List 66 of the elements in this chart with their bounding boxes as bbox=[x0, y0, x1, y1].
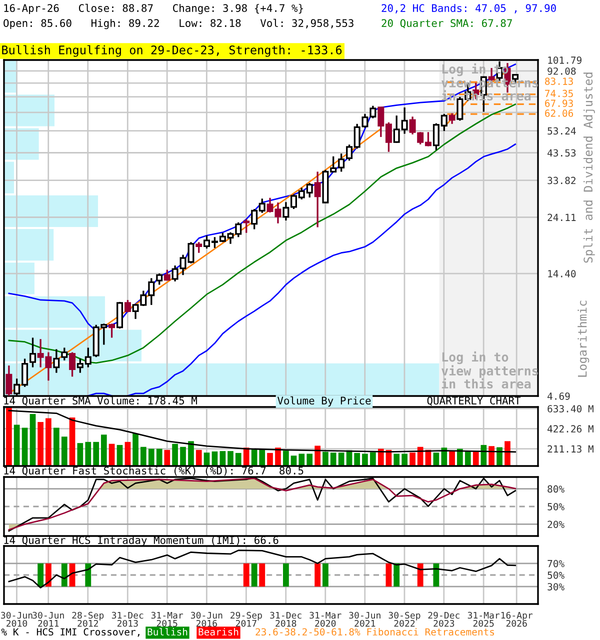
text: Volume By Price bbox=[277, 396, 371, 407]
y-tick-label: 30% bbox=[548, 583, 564, 590]
chart-subtitle: Open: 85.60 High: 89.22 Low: 82.18 Vol: 32,958,553 bbox=[4, 18, 354, 30]
y-tick-label: 422.26 M bbox=[548, 425, 594, 433]
candlestick bbox=[196, 241, 202, 254]
y-tick-label: 92.08 bbox=[548, 67, 576, 75]
ref-line-label: 83.13 bbox=[545, 78, 573, 85]
candlestick bbox=[69, 351, 76, 378]
ref-line-label: 67.93 bbox=[545, 100, 573, 108]
text: QUARTERLY CHART bbox=[427, 396, 521, 406]
y-tick-label: 33.82 bbox=[548, 176, 576, 184]
y-tick-label: 101.79 bbox=[548, 56, 582, 64]
y-tick-label: 50% bbox=[548, 503, 564, 510]
text: 20,2 HC Bands: 47.05 , 97.90 bbox=[382, 4, 556, 14]
y-axis-title: Split and Dividend Adjusted bbox=[583, 72, 595, 263]
x-tick-label: 30-Sep 2022 bbox=[388, 612, 420, 627]
x-tick-label: 30-Jun 2010 bbox=[1, 612, 32, 627]
legend-title: % K - HCS IMI Crossover, bbox=[1, 628, 140, 637]
text: Bullish Engulfing on 29-Dec-23, Strength: -133.6 bbox=[2, 45, 342, 57]
x-tick-label: 29-Dec 2023 bbox=[428, 612, 460, 627]
candlestick bbox=[448, 112, 456, 125]
candlestick bbox=[124, 299, 131, 314]
candlestick bbox=[314, 170, 321, 228]
candlestick bbox=[61, 346, 68, 362]
x-tick-label: 28-Sep 2012 bbox=[72, 612, 104, 627]
x-tick-label: 31-Mar 2025 bbox=[468, 612, 500, 627]
text: Bullish bbox=[148, 628, 188, 636]
y-tick-label: 14.40 bbox=[548, 270, 576, 278]
y-tick-label: 43.53 bbox=[548, 149, 576, 157]
chart-title: 16-Apr-26 Close: 88.87 Change: 3.98 {+4.7 %} bbox=[4, 4, 303, 14]
y-tick-label: 80% bbox=[548, 485, 564, 493]
x-tick-label: 30-Jun 2021 bbox=[349, 612, 380, 627]
text: Bearish bbox=[198, 628, 238, 636]
line-series bbox=[8, 550, 516, 588]
candlestick bbox=[6, 364, 12, 396]
text: 23.6-38.2-50-61.8% Fibonacci Retracements bbox=[256, 628, 494, 636]
bar bbox=[4, 296, 105, 328]
candlestick bbox=[243, 218, 250, 234]
y-tick-label: 24.11 bbox=[548, 214, 576, 221]
candlestick bbox=[30, 336, 36, 368]
ref-line-label: 74.35 bbox=[545, 90, 573, 98]
bar bbox=[4, 229, 54, 261]
x-tick-label: 31-Dec 2018 bbox=[270, 612, 302, 627]
y-tick-label: 50% bbox=[548, 572, 564, 579]
y-tick-label: 211.13 M bbox=[548, 445, 594, 453]
y-tick-label: 633.40 M bbox=[548, 405, 594, 412]
x-tick-label: 30-Jun 2016 bbox=[190, 612, 222, 627]
x-tick-label: 29-Sep 2017 bbox=[230, 612, 262, 627]
text: 20 Quarter SMA: 67.87 bbox=[382, 19, 512, 28]
chart-title: 14 Quarter Fast Stochastic (%K) (%D): 76.7 80.5 bbox=[4, 466, 304, 476]
y-tick-label: 4.69 bbox=[548, 392, 570, 400]
text: Logarithmic bbox=[578, 300, 590, 377]
chart-title: 14 Quarter SMA Volume: 178.45 M bbox=[4, 396, 197, 406]
y-tick-label: 53.24 bbox=[548, 127, 576, 135]
x-tick-label: 30-Jun 2011 bbox=[32, 612, 64, 627]
ref-line-label: 62.06 bbox=[545, 110, 574, 117]
x-tick-label: 31-Mar 2020 bbox=[310, 612, 342, 627]
x-tick-label: 31-Dec 2013 bbox=[112, 612, 144, 627]
y-tick-label: 20% bbox=[548, 520, 564, 528]
candlestick bbox=[53, 348, 60, 374]
y-tick-label: 70% bbox=[548, 560, 564, 568]
candlestick bbox=[108, 322, 116, 339]
x-tick-label: 16-Apr 2026 bbox=[501, 612, 533, 627]
x-tick-label: 31-Mar 2015 bbox=[151, 612, 184, 627]
candlestick bbox=[156, 272, 163, 286]
line-series bbox=[8, 410, 516, 453]
